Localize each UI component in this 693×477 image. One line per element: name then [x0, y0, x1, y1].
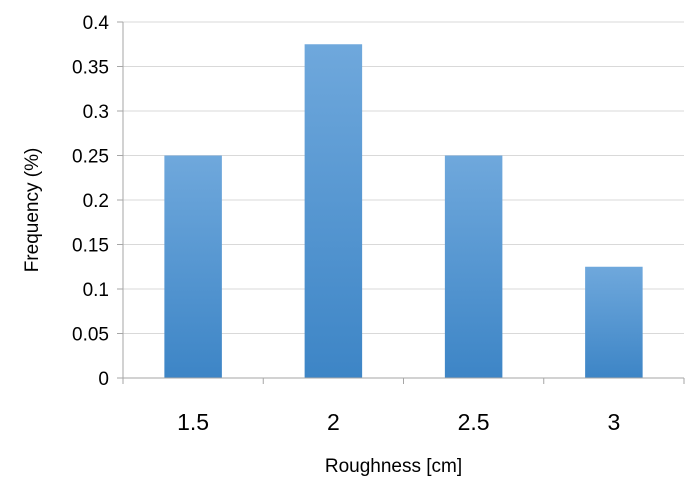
x-axis-title: Roughness [cm] [325, 456, 462, 477]
x-tick-label: 1.5 [177, 409, 209, 435]
x-tick-label: 2.5 [458, 409, 490, 435]
y-tick-label: 0.4 [83, 13, 110, 34]
axes [117, 21, 685, 384]
y-tick-label: 0.1 [83, 280, 109, 301]
y-tick-label: 0.25 [72, 147, 109, 168]
bar-2.5 [444, 155, 503, 378]
x-tick-label: 3 [607, 409, 620, 435]
y-tick-label: 0.05 [72, 325, 109, 346]
bar-1.5 [164, 155, 222, 378]
y-tick-labels: 0 0.05 0.1 0.15 0.2 0.25 0.3 0.35 0.4 [72, 13, 109, 390]
bar-3 [585, 266, 643, 378]
y-axis-title: Frequency (%) [22, 148, 43, 273]
bar-2 [304, 44, 363, 378]
y-tick-label: 0 [98, 369, 109, 390]
y-tick-label: 0.15 [72, 236, 109, 257]
bars [164, 44, 643, 378]
y-tick-label: 0.35 [72, 58, 109, 79]
x-tick-labels: 1.5 2 2.5 3 [177, 409, 620, 435]
y-tick-label: 0.3 [83, 102, 109, 123]
x-tick-label: 2 [327, 409, 340, 435]
y-tick-label: 0.2 [83, 191, 109, 212]
